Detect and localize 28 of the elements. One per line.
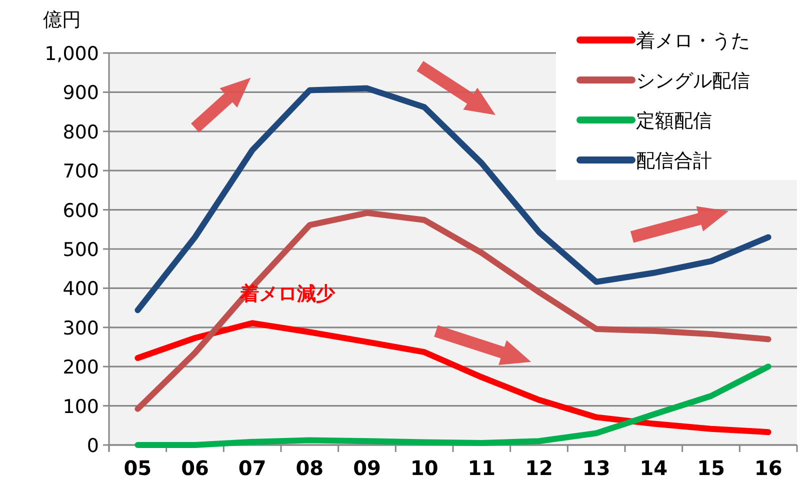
y-tick-label: 1,000 — [44, 43, 99, 65]
x-tick-label: 12 — [525, 456, 553, 480]
x-tick-label: 11 — [468, 456, 496, 480]
x-tick-label: 16 — [754, 456, 782, 480]
y-tick-label: 900 — [62, 82, 99, 104]
x-tick-label: 13 — [582, 456, 610, 480]
y-tick-label: 800 — [62, 121, 99, 144]
x-tick-label: 14 — [640, 456, 668, 480]
y-tick-label: 500 — [62, 239, 99, 261]
y-tick-label: 300 — [62, 317, 99, 340]
y-tick-label: 400 — [62, 278, 99, 300]
x-tick-label: 07 — [238, 456, 266, 480]
x-tick-label: 09 — [353, 456, 381, 480]
y-tick-label: 600 — [62, 200, 99, 222]
legend-label: 着メロ・うた — [636, 30, 750, 52]
legend-label: シングル配信 — [636, 70, 750, 92]
x-tick-label: 05 — [124, 456, 152, 480]
legend-label: 配信合計 — [636, 150, 712, 172]
x-tick-label: 06 — [181, 456, 209, 480]
y-axis-title: 億円 — [43, 9, 81, 31]
x-tick-label: 10 — [410, 456, 438, 480]
legend-label: 定額配信 — [636, 110, 712, 132]
y-tick-label: 100 — [62, 396, 99, 418]
y-tick-label: 0 — [86, 435, 99, 457]
y-tick-label: 200 — [62, 356, 99, 379]
y-tick-label: 700 — [62, 160, 99, 183]
x-tick-label: 15 — [697, 456, 725, 480]
x-tick-label: 08 — [296, 456, 324, 480]
